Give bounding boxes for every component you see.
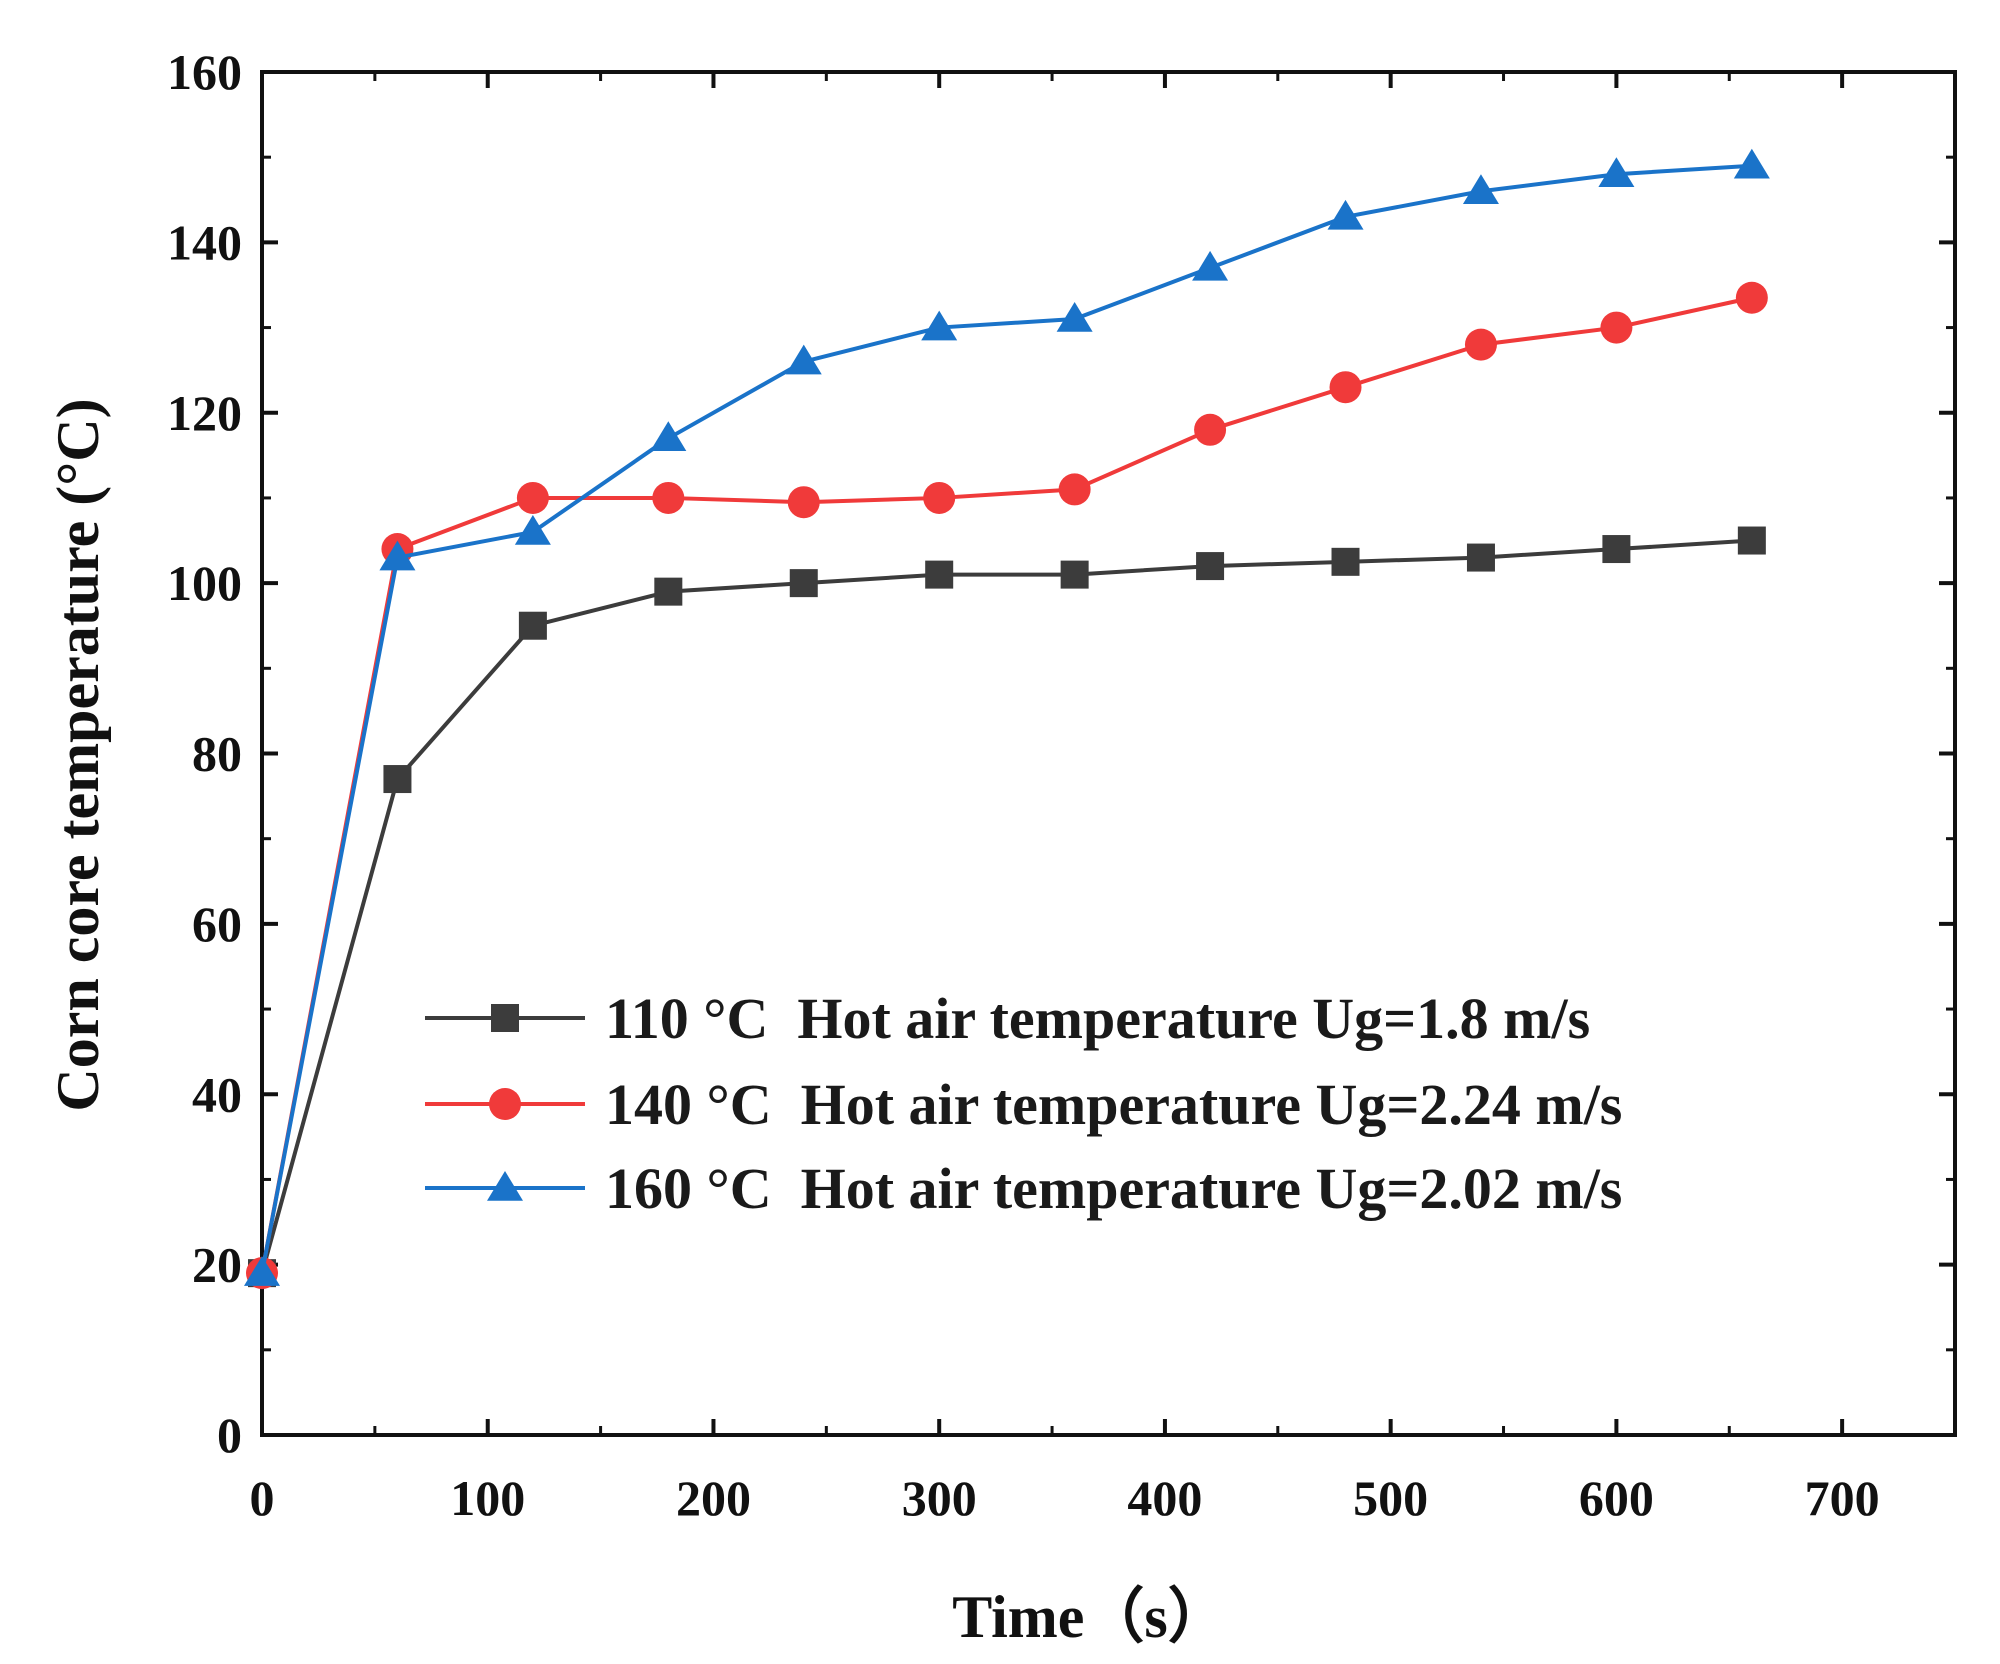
data-point	[652, 481, 685, 514]
data-point	[244, 1256, 280, 1286]
data-point	[1598, 157, 1635, 187]
legend-label: 140 °C Hot air temperature Ug=2.24 m/s	[605, 1072, 1622, 1137]
plot-frame	[260, 70, 1957, 1437]
y-axis-ticks	[262, 70, 1955, 1437]
data-point	[1058, 473, 1091, 506]
data-point	[923, 481, 956, 514]
legend: 110 °C Hot air temperature Ug=1.8 m/s 140…	[425, 986, 1622, 1221]
y-axis-tick-labels: 0 20 40 60 80 100 120 140 160	[167, 44, 242, 1463]
series-line	[260, 295, 1753, 1274]
data-point	[789, 569, 818, 598]
x-tick-label: 0	[250, 1470, 275, 1526]
y-tick-label: 80	[192, 726, 242, 782]
data-point	[650, 421, 687, 452]
data-point	[1060, 560, 1089, 589]
y-tick-label: 120	[167, 385, 242, 441]
y-tick-label: 60	[192, 896, 242, 952]
data-point	[518, 611, 547, 640]
x-tick-label: 300	[902, 1470, 977, 1526]
legend-label: 110 °C Hot air temperature Ug=1.8 m/s	[605, 986, 1590, 1051]
data-point	[1735, 281, 1768, 314]
legend-marker	[491, 1004, 519, 1032]
legend-label: 160 °C Hot air temperature Ug=2.02 m/s	[605, 1156, 1622, 1221]
x-tick-label: 500	[1353, 1470, 1428, 1526]
data-point	[383, 765, 412, 794]
y-tick-label: 160	[167, 44, 242, 100]
x-tick-label: 400	[1127, 1470, 1202, 1526]
y-tick-label: 140	[167, 214, 242, 270]
data-point	[1194, 413, 1227, 446]
data-point	[379, 540, 416, 571]
data-point	[787, 486, 820, 519]
series-2	[246, 281, 1768, 1290]
data-point	[1466, 543, 1495, 572]
series-line	[260, 163, 1752, 1274]
series-3	[244, 148, 1770, 1286]
data-point	[921, 310, 958, 341]
data-point	[1464, 328, 1497, 361]
x-tick-label: 100	[450, 1470, 525, 1526]
data-point	[1196, 552, 1225, 581]
x-tick-label: 200	[676, 1470, 751, 1526]
data-point	[654, 577, 683, 606]
legend-entry: 140 °C Hot air temperature Ug=2.24 m/s	[425, 1072, 1622, 1137]
series-group	[244, 148, 1770, 1290]
y-tick-label: 20	[192, 1237, 242, 1293]
data-point	[1327, 199, 1364, 230]
y-tick-label: 0	[217, 1407, 242, 1463]
data-point	[925, 560, 954, 589]
data-point	[1602, 535, 1631, 564]
data-point	[1462, 174, 1499, 205]
data-point	[1329, 371, 1362, 404]
data-point	[785, 344, 822, 375]
series-1	[248, 526, 1766, 1288]
x-axis-ticks	[260, 72, 1845, 1435]
legend-entry: 160 °C Hot air temperature Ug=2.02 m/s	[425, 1156, 1622, 1221]
data-point	[1600, 311, 1633, 344]
x-axis-tick-labels: 0 100 200 300 400 500 600 700	[250, 1470, 1880, 1526]
x-tick-label: 600	[1579, 1470, 1654, 1526]
y-tick-label: 100	[167, 555, 242, 611]
series-line	[260, 538, 1752, 1274]
legend-marker	[489, 1088, 521, 1120]
y-tick-label: 40	[192, 1066, 242, 1122]
data-point	[516, 481, 549, 514]
legend-marker	[487, 1171, 523, 1201]
data-point	[1331, 547, 1360, 576]
data-point	[1056, 302, 1093, 332]
y-axis-title: Corn core temperature (°C)	[45, 398, 111, 1111]
legend-entry: 110 °C Hot air temperature Ug=1.8 m/s	[425, 986, 1590, 1051]
data-point	[1192, 250, 1229, 281]
data-point	[514, 515, 551, 545]
plot-border	[260, 70, 1957, 1437]
x-tick-label: 700	[1805, 1470, 1880, 1526]
x-axis-title: Time（s）	[952, 1583, 1228, 1650]
data-point	[1737, 526, 1766, 555]
data-point	[1733, 148, 1770, 179]
